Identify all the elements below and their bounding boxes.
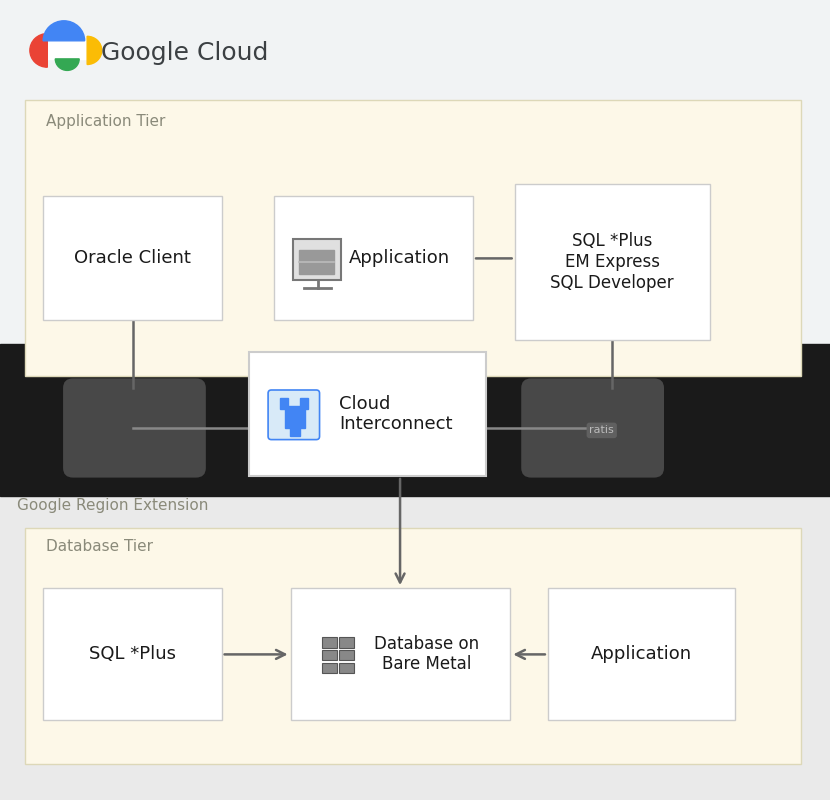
- Text: Google Cloud: Google Cloud: [101, 41, 269, 65]
- Wedge shape: [56, 59, 79, 70]
- Bar: [47, 41, 88, 59]
- Bar: [280, 398, 288, 409]
- Bar: [322, 650, 337, 661]
- FancyBboxPatch shape: [268, 390, 320, 439]
- Bar: [339, 650, 354, 661]
- FancyBboxPatch shape: [63, 378, 206, 478]
- Text: Cloud
Interconnect: Cloud Interconnect: [339, 394, 452, 434]
- FancyBboxPatch shape: [25, 528, 801, 764]
- FancyBboxPatch shape: [293, 238, 341, 280]
- Text: SQL *Plus: SQL *Plus: [89, 645, 176, 663]
- FancyBboxPatch shape: [43, 588, 222, 720]
- Text: Google Region Extension: Google Region Extension: [17, 498, 208, 513]
- Text: Oracle Client: Oracle Client: [74, 249, 191, 267]
- Bar: [0, 480, 830, 800]
- Bar: [0, 344, 830, 496]
- Text: Application: Application: [349, 249, 450, 267]
- Wedge shape: [30, 34, 47, 67]
- Bar: [322, 637, 337, 648]
- Text: ratis: ratis: [589, 426, 614, 435]
- Bar: [339, 637, 354, 648]
- Bar: [290, 426, 300, 437]
- FancyBboxPatch shape: [43, 196, 222, 320]
- FancyBboxPatch shape: [521, 378, 664, 478]
- Bar: [300, 250, 334, 274]
- Bar: [300, 398, 308, 409]
- FancyBboxPatch shape: [548, 588, 735, 720]
- Bar: [339, 662, 354, 674]
- Text: Database on
Bare Metal: Database on Bare Metal: [374, 634, 480, 674]
- FancyBboxPatch shape: [274, 196, 473, 320]
- FancyBboxPatch shape: [290, 588, 510, 720]
- Bar: [322, 662, 337, 674]
- Wedge shape: [87, 36, 102, 65]
- Wedge shape: [43, 21, 85, 41]
- Text: Application: Application: [591, 645, 691, 663]
- FancyBboxPatch shape: [25, 100, 801, 376]
- FancyBboxPatch shape: [515, 184, 710, 340]
- Text: Application Tier: Application Tier: [46, 114, 165, 129]
- Bar: [285, 406, 305, 429]
- FancyBboxPatch shape: [249, 352, 486, 476]
- Text: SQL *Plus
EM Express
SQL Developer: SQL *Plus EM Express SQL Developer: [550, 232, 674, 292]
- Text: Database Tier: Database Tier: [46, 539, 153, 554]
